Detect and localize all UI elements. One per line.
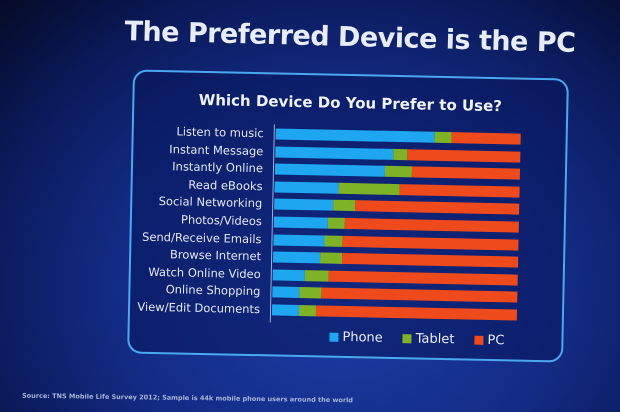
- legend-item: PC: [474, 332, 505, 349]
- category-label: View/Edit Documents: [137, 299, 261, 317]
- bar-phone-segment: [273, 216, 328, 229]
- legend-swatch: [474, 335, 484, 345]
- legend-swatch: [329, 332, 339, 342]
- chart-frame: Which Device Do You Prefer to Use? Liste…: [127, 69, 569, 363]
- bar-phone-segment: [273, 234, 326, 247]
- bar-tablet-segment: [304, 269, 330, 282]
- bar-pc-segment: [315, 305, 518, 321]
- bar-tablet-segment: [338, 182, 400, 195]
- bar-tablet-segment: [332, 200, 356, 212]
- bar-pc-segment: [341, 253, 519, 268]
- bar-phone-segment: [275, 146, 394, 160]
- bar-pc-segment: [451, 132, 521, 145]
- legend-item: Tablet: [402, 331, 455, 348]
- category-label: Social Networking: [158, 194, 263, 211]
- bar-tablet-segment: [299, 287, 322, 299]
- bar-tablet-segment: [324, 235, 343, 247]
- bar-pc-segment: [321, 287, 518, 303]
- legend-item: Phone: [329, 330, 383, 346]
- bar-pc-segment: [341, 235, 519, 251]
- legend-label: PC: [487, 332, 505, 349]
- category-label: Instantly Online: [172, 159, 264, 176]
- bar-phone-segment: [271, 304, 300, 316]
- bar-tablet-segment: [319, 252, 342, 265]
- bar-phone-segment: [274, 181, 339, 194]
- legend-label: Phone: [342, 329, 383, 346]
- bar-tablet-segment: [434, 131, 453, 144]
- bar-phone-segment: [273, 251, 320, 264]
- category-label: Read eBooks: [188, 177, 263, 194]
- category-label: Listen to music: [176, 124, 264, 141]
- bar-phone-segment: [274, 163, 386, 177]
- bar-tablet-segment: [392, 148, 408, 160]
- bar-phone-segment: [274, 198, 334, 212]
- category-label: Photos/Videos: [180, 212, 263, 229]
- bar-pc-segment: [399, 183, 520, 198]
- category-label: Send/Receive Emails: [141, 229, 262, 246]
- bar-phone-segment: [272, 269, 305, 281]
- source-note: Source: TNS Mobile Life Survey 2012; Sam…: [21, 391, 354, 405]
- bar-tablet-segment: [327, 217, 345, 229]
- category-label: Online Shopping: [165, 282, 261, 299]
- bar-tablet-segment: [298, 304, 317, 317]
- bar-pc-segment: [407, 148, 521, 163]
- legend-label: Tablet: [415, 331, 455, 348]
- category-label: Browse Internet: [169, 247, 262, 264]
- bar-phone-segment: [272, 286, 300, 299]
- slide-title: The Preferred Device is the PC: [124, 16, 576, 59]
- legend-swatch: [402, 334, 412, 344]
- category-label: Instant Message: [169, 141, 264, 158]
- bar-pc-segment: [328, 270, 518, 286]
- bar-pc-segment: [412, 166, 521, 180]
- stacked-bar-chart: Listen to music Instant Message Instantly …: [129, 72, 567, 361]
- bar-phone-segment: [275, 128, 436, 143]
- category-label: Watch Online Video: [148, 264, 261, 281]
- bar-pc-segment: [354, 200, 520, 215]
- bar-pc-segment: [344, 217, 519, 233]
- bar-tablet-segment: [385, 165, 413, 178]
